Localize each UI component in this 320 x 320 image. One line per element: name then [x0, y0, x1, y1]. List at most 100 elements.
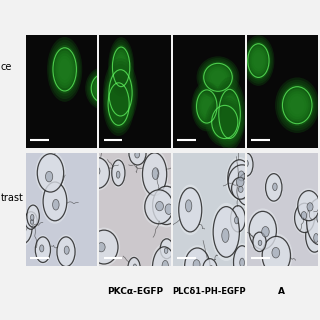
Ellipse shape [262, 236, 291, 275]
Ellipse shape [262, 227, 269, 237]
Ellipse shape [252, 231, 267, 253]
Ellipse shape [216, 83, 243, 145]
Ellipse shape [108, 37, 134, 97]
Ellipse shape [114, 50, 129, 84]
Text: ce: ce [1, 62, 12, 72]
Ellipse shape [109, 85, 128, 123]
Ellipse shape [145, 190, 173, 224]
Ellipse shape [275, 77, 319, 133]
Ellipse shape [209, 266, 213, 272]
Ellipse shape [128, 258, 140, 281]
Ellipse shape [296, 188, 320, 223]
Ellipse shape [115, 81, 126, 104]
Ellipse shape [9, 213, 32, 244]
Ellipse shape [195, 88, 218, 125]
Ellipse shape [103, 72, 134, 136]
Ellipse shape [35, 237, 51, 262]
Ellipse shape [104, 75, 133, 133]
Text: PLCδ1-PH-EGFP: PLCδ1-PH-EGFP [172, 287, 245, 296]
Ellipse shape [277, 80, 317, 131]
Ellipse shape [224, 102, 235, 126]
Ellipse shape [153, 186, 180, 225]
Ellipse shape [199, 94, 214, 119]
Ellipse shape [219, 89, 240, 139]
Ellipse shape [245, 160, 248, 167]
Ellipse shape [253, 232, 266, 252]
Ellipse shape [196, 90, 217, 123]
Ellipse shape [295, 203, 315, 233]
Ellipse shape [307, 198, 320, 245]
Ellipse shape [273, 183, 277, 191]
Ellipse shape [244, 37, 273, 84]
Ellipse shape [110, 42, 132, 92]
Ellipse shape [35, 151, 66, 195]
Ellipse shape [165, 204, 172, 214]
Ellipse shape [198, 58, 238, 97]
Ellipse shape [112, 91, 125, 117]
Ellipse shape [96, 79, 111, 97]
Ellipse shape [162, 260, 169, 272]
Ellipse shape [110, 73, 131, 113]
Ellipse shape [47, 37, 82, 102]
Ellipse shape [112, 76, 129, 110]
Ellipse shape [150, 183, 182, 228]
Ellipse shape [247, 209, 278, 252]
Ellipse shape [113, 93, 124, 115]
Ellipse shape [211, 203, 241, 261]
Ellipse shape [193, 260, 200, 270]
Ellipse shape [317, 211, 320, 224]
Ellipse shape [117, 57, 125, 77]
Ellipse shape [57, 237, 75, 267]
Ellipse shape [260, 234, 292, 277]
Ellipse shape [240, 258, 244, 267]
Ellipse shape [40, 245, 44, 252]
Ellipse shape [91, 74, 116, 103]
Ellipse shape [106, 64, 135, 122]
Ellipse shape [249, 46, 268, 75]
Ellipse shape [8, 211, 34, 247]
Ellipse shape [279, 82, 316, 128]
Ellipse shape [245, 40, 272, 82]
Ellipse shape [30, 220, 34, 224]
Ellipse shape [293, 201, 316, 235]
Ellipse shape [306, 220, 320, 252]
Ellipse shape [93, 76, 114, 101]
Ellipse shape [228, 165, 256, 199]
Ellipse shape [213, 108, 236, 137]
Ellipse shape [301, 212, 307, 220]
Ellipse shape [200, 60, 236, 95]
Ellipse shape [52, 199, 59, 210]
Ellipse shape [236, 177, 244, 187]
Ellipse shape [107, 80, 131, 128]
Ellipse shape [109, 70, 132, 116]
Ellipse shape [202, 61, 234, 93]
Ellipse shape [159, 237, 174, 260]
Ellipse shape [231, 206, 245, 232]
Ellipse shape [272, 247, 280, 258]
Ellipse shape [196, 56, 239, 98]
Text: trast: trast [1, 193, 23, 204]
Ellipse shape [37, 154, 64, 192]
Ellipse shape [41, 179, 68, 224]
Ellipse shape [105, 61, 136, 125]
Ellipse shape [211, 70, 225, 84]
Ellipse shape [237, 173, 256, 205]
Ellipse shape [152, 168, 159, 180]
Ellipse shape [193, 84, 221, 129]
Ellipse shape [221, 95, 238, 132]
Ellipse shape [238, 187, 243, 192]
Ellipse shape [207, 99, 243, 145]
Ellipse shape [160, 239, 173, 259]
Ellipse shape [133, 264, 137, 270]
Ellipse shape [217, 112, 233, 132]
Ellipse shape [232, 243, 252, 281]
Ellipse shape [198, 92, 216, 121]
Ellipse shape [200, 96, 213, 117]
Ellipse shape [103, 58, 138, 128]
Ellipse shape [108, 83, 129, 125]
Ellipse shape [156, 202, 164, 211]
Ellipse shape [215, 80, 244, 148]
Ellipse shape [229, 204, 246, 234]
Ellipse shape [208, 101, 241, 143]
Ellipse shape [222, 228, 229, 243]
